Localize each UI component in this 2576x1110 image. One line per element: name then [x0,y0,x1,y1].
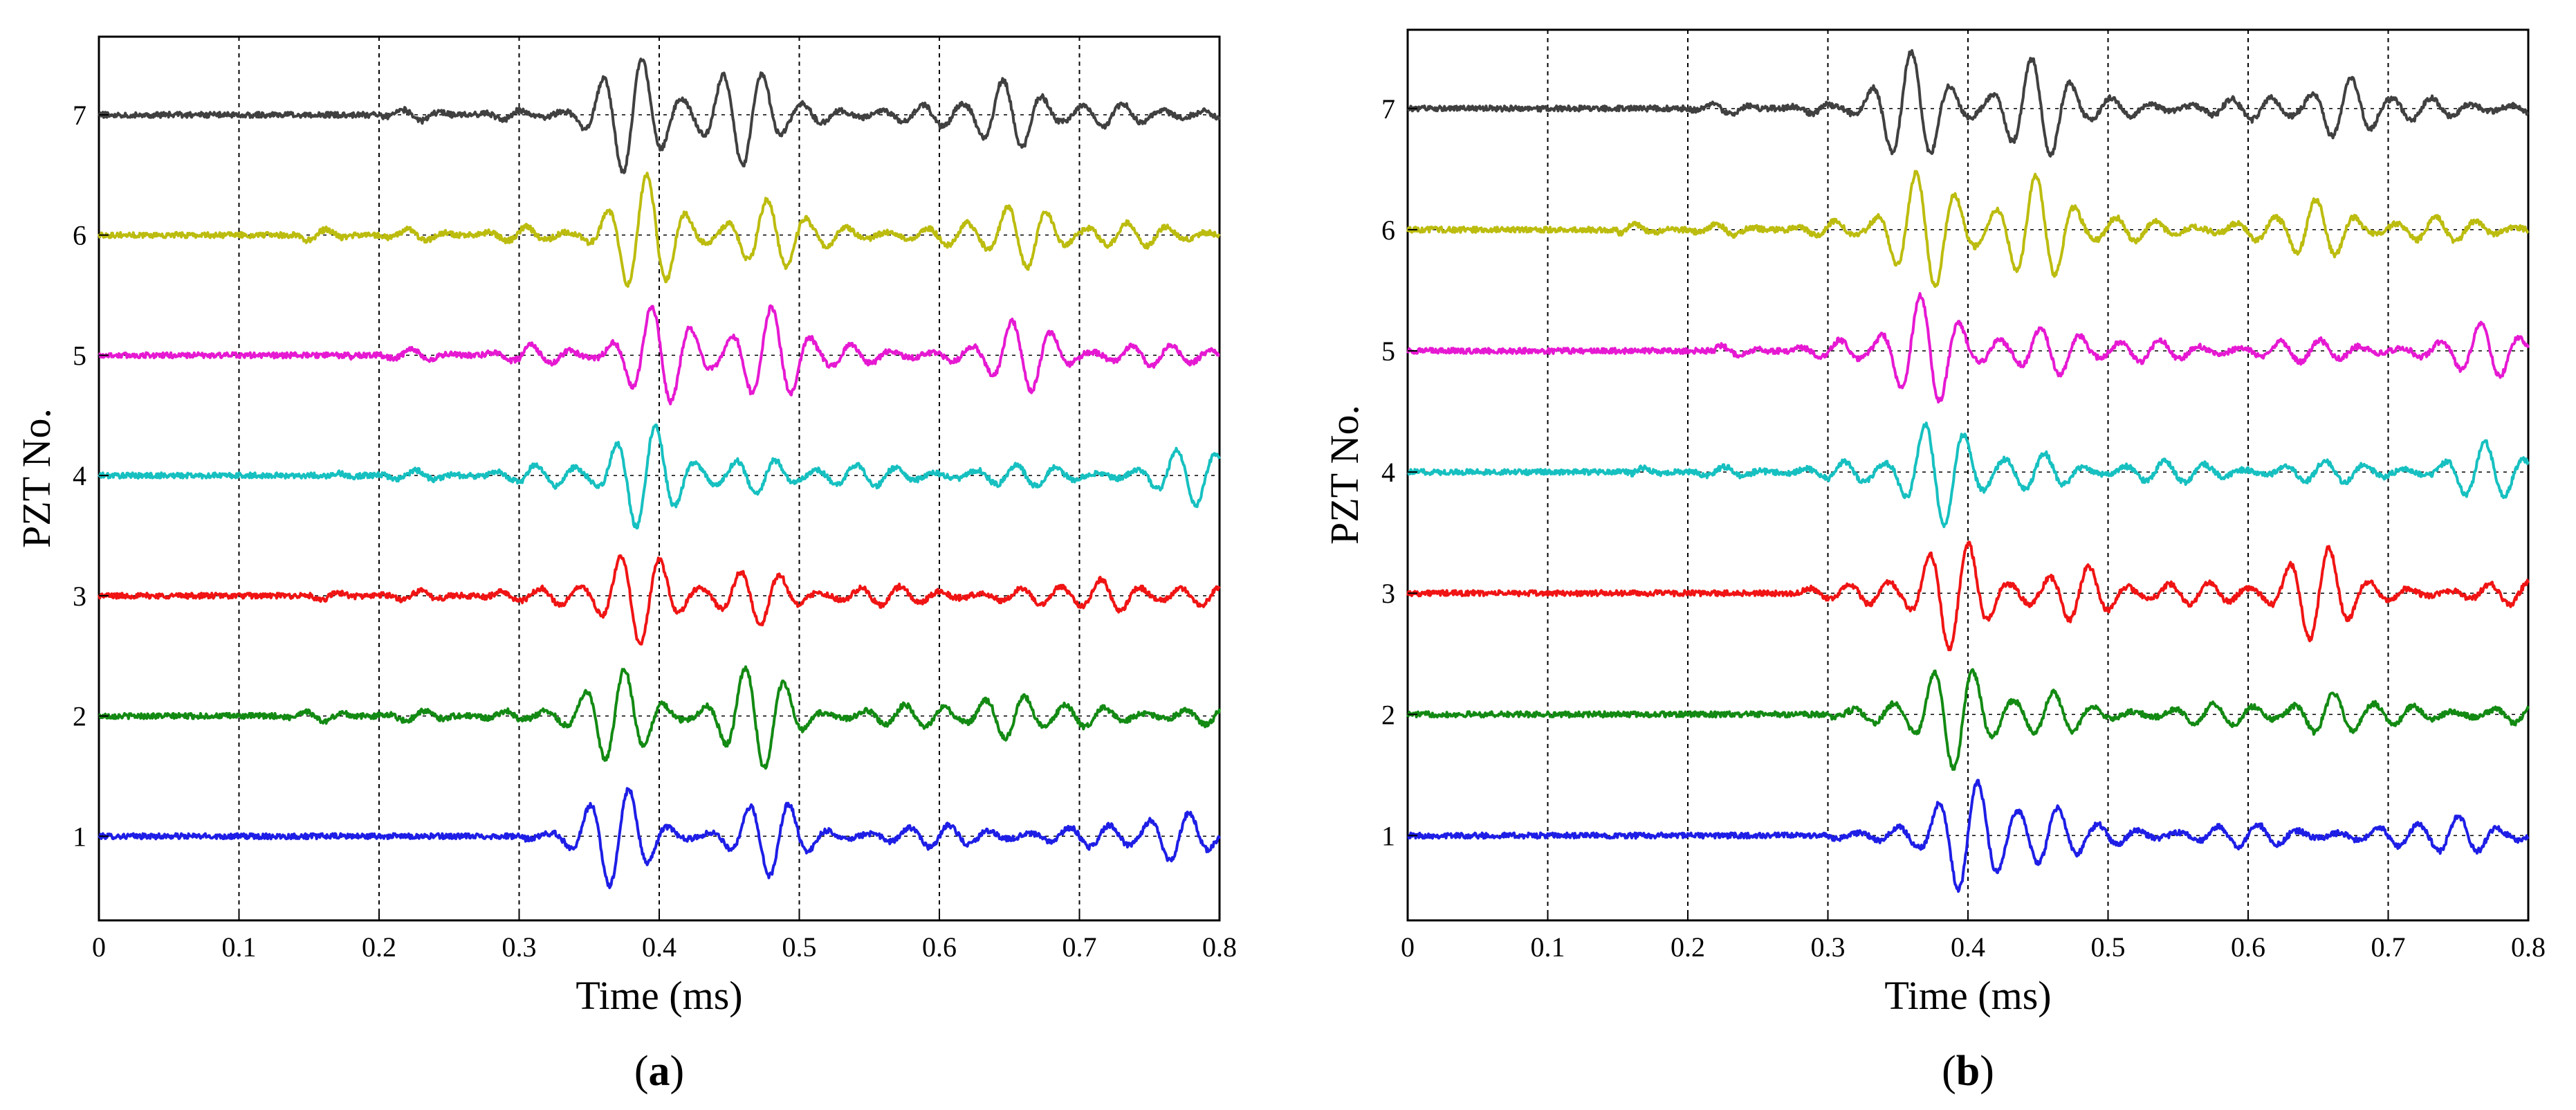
panel-caption: (a) [634,1048,684,1095]
y-tick-label: 7 [1381,93,1395,125]
y-tick-label: 5 [73,340,86,371]
y-tick-label: 4 [73,460,86,491]
x-tick-label: 0 [1401,931,1415,963]
x-axis-label: Time (ms) [576,973,742,1018]
y-tick-label: 2 [73,701,86,732]
y-axis-label: PZT No. [14,408,59,548]
y-tick-labels: 1 2 3 4 5 6 7 [1381,93,1417,851]
x-tick-label: 0.5 [2091,931,2126,963]
x-tick-label: 0 [92,931,106,963]
y-tick-labels: 1 2 3 4 5 6 7 [73,100,109,852]
y-tick-label: 6 [73,220,86,251]
x-tick-label: 0.8 [2511,931,2546,963]
y-axis-label: PZT No. [1322,405,1367,545]
y-tick-label: 1 [1381,820,1395,851]
y-tick-label: 3 [73,581,86,612]
caption-close: ) [1980,1048,1994,1095]
y-tick-label: 6 [1381,215,1395,246]
trace-pzt-1 [1407,779,2530,893]
y-tick-label: 4 [1381,457,1395,488]
trace-pzt-2 [98,665,1221,770]
x-tick-label: 0.5 [782,931,817,963]
trace-pzt-5 [1406,292,2530,404]
caption-open: ( [1942,1048,1956,1095]
x-tick-label: 0.2 [1671,931,1705,963]
panel-a: 0 0.1 0.2 0.3 0.4 0.5 0.6 0.7 0.8 1 2 3 4 5 6 7 Time (… [14,35,1237,1095]
trace-pzt-4 [98,423,1221,530]
x-tick-labels: 0 0.1 0.2 0.3 0.4 0.5 0.6 0.7 0.8 [1401,911,2546,963]
series-group [98,57,1221,889]
trace-pzt-6 [1406,170,2530,289]
caption-letter: a [649,1048,670,1095]
trace-pzt-1 [98,787,1221,889]
x-tick-label: 0.7 [2371,931,2406,963]
y-tick-label: 1 [73,821,86,852]
x-tick-labels: 0 0.1 0.2 0.3 0.4 0.5 0.6 0.7 0.8 [92,911,1237,963]
trace-pzt-7 [1407,48,2529,158]
x-tick-label: 0.6 [922,931,957,963]
x-tick-label: 0.4 [1951,931,1985,963]
trace-pzt-3 [1406,540,2530,652]
x-tick-label: 0.4 [642,931,677,963]
x-tick-label: 0.3 [1811,931,1846,963]
y-tick-label: 3 [1381,578,1395,609]
trace-pzt-6 [98,172,1221,288]
x-tick-label: 0.1 [222,931,257,963]
x-axis-label: Time (ms) [1884,973,2051,1018]
panel-b: 0 0.1 0.2 0.3 0.4 0.5 0.6 0.7 0.8 1 2 3 4 5 6 7 Time (… [1322,28,2546,1095]
vertical-grid [1408,30,2528,920]
series-group [1406,48,2530,893]
x-tick-label: 0.3 [502,931,537,963]
x-tick-label: 0.6 [2231,931,2265,963]
y-tick-label: 2 [1381,699,1395,730]
trace-pzt-4 [1407,421,2530,529]
caption-close: ) [670,1048,685,1095]
x-tick-label: 0.2 [362,931,396,963]
trace-pzt-2 [1406,668,2530,771]
y-tick-label: 5 [1381,336,1395,367]
x-tick-label: 0.7 [1062,931,1097,963]
trace-pzt-5 [98,304,1220,406]
x-tick-label: 0.8 [1202,931,1237,963]
caption-letter: b [1956,1048,1980,1095]
y-tick-label: 7 [73,100,86,131]
trace-pzt-3 [98,554,1221,646]
trace-pzt-7 [98,57,1221,174]
caption-open: ( [634,1048,649,1095]
x-tick-label: 0.1 [1531,931,1565,963]
vertical-grid [99,37,1220,920]
panel-caption: (b) [1942,1048,1994,1095]
